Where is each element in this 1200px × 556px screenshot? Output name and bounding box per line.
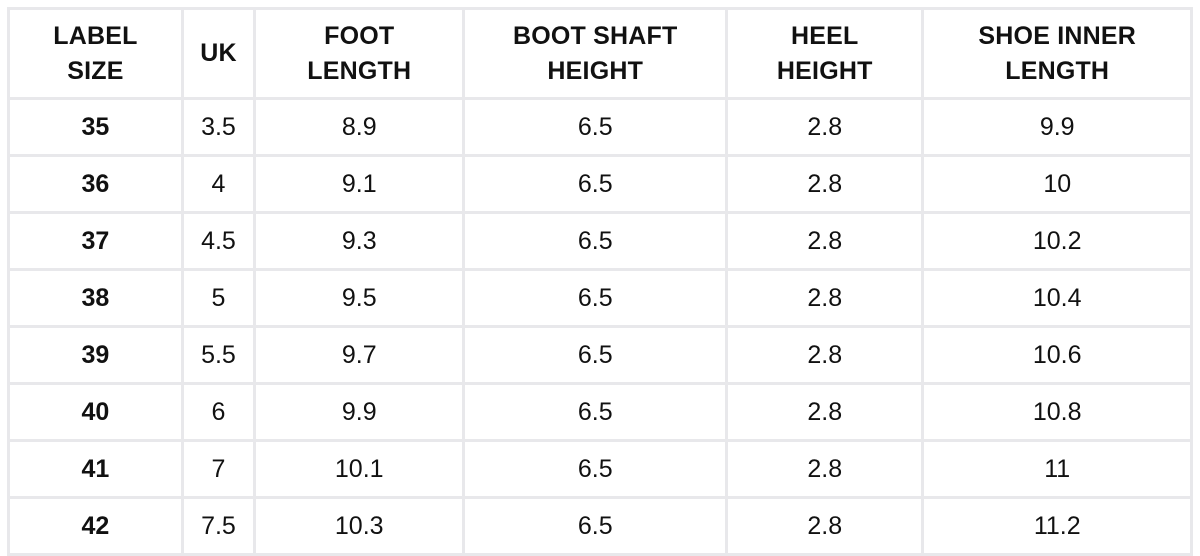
column-header-foot-length: FOOT LENGTH (253, 7, 466, 100)
cell: 38 (7, 268, 184, 328)
cell: 10.3 (253, 496, 466, 556)
table-row: 36 4 9.1 6.5 2.8 10 (7, 154, 1193, 214)
cell: 10 (921, 154, 1193, 214)
cell: 37 (7, 211, 184, 271)
cell: 41 (7, 439, 184, 499)
cell: 10.4 (921, 268, 1193, 328)
cell: 2.8 (725, 325, 925, 385)
column-header-heel-height: HEEL HEIGHT (725, 7, 925, 100)
table-row: 40 6 9.9 6.5 2.8 10.8 (7, 382, 1193, 442)
column-header-boot-shaft-height: BOOT SHAFT HEIGHT (462, 7, 729, 100)
cell: 4 (180, 154, 257, 214)
column-header-shoe-inner-length: SHOE INNER LENGTH (921, 7, 1193, 100)
cell: 9.7 (253, 325, 466, 385)
cell: 6.5 (462, 439, 729, 499)
cell: 39 (7, 325, 184, 385)
cell: 10.6 (921, 325, 1193, 385)
cell: 5 (180, 268, 257, 328)
cell: 6.5 (462, 154, 729, 214)
table-row: 37 4.5 9.3 6.5 2.8 10.2 (7, 211, 1193, 271)
cell: 6.5 (462, 97, 729, 157)
cell: 6.5 (462, 211, 729, 271)
cell: 6 (180, 382, 257, 442)
cell: 7 (180, 439, 257, 499)
cell: 35 (7, 97, 184, 157)
cell: 9.3 (253, 211, 466, 271)
cell: 4.5 (180, 211, 257, 271)
cell: 8.9 (253, 97, 466, 157)
cell: 2.8 (725, 97, 925, 157)
table-row: 42 7.5 10.3 6.5 2.8 11.2 (7, 496, 1193, 556)
cell: 36 (7, 154, 184, 214)
cell: 6.5 (462, 382, 729, 442)
cell: 2.8 (725, 211, 925, 271)
table-header-row: LABEL SIZE UK FOOT LENGTH BOOT SHAFT HEI… (7, 7, 1193, 100)
cell: 42 (7, 496, 184, 556)
cell: 9.5 (253, 268, 466, 328)
size-chart-table: LABEL SIZE UK FOOT LENGTH BOOT SHAFT HEI… (7, 7, 1193, 556)
cell: 6.5 (462, 268, 729, 328)
cell: 3.5 (180, 97, 257, 157)
table-row: 38 5 9.5 6.5 2.8 10.4 (7, 268, 1193, 328)
table-row: 41 7 10.1 6.5 2.8 11 (7, 439, 1193, 499)
column-header-label-size: LABEL SIZE (7, 7, 184, 100)
column-header-uk: UK (180, 7, 257, 100)
cell: 9.9 (253, 382, 466, 442)
table-row: 39 5.5 9.7 6.5 2.8 10.6 (7, 325, 1193, 385)
cell: 10.1 (253, 439, 466, 499)
table-body: 35 3.5 8.9 6.5 2.8 9.9 36 4 9.1 6.5 2.8 10 37 4.5 9.3 6… (7, 97, 1193, 556)
cell: 10.8 (921, 382, 1193, 442)
cell: 2.8 (725, 268, 925, 328)
cell: 11.2 (921, 496, 1193, 556)
cell: 2.8 (725, 439, 925, 499)
cell: 9.9 (921, 97, 1193, 157)
cell: 2.8 (725, 496, 925, 556)
cell: 7.5 (180, 496, 257, 556)
cell: 6.5 (462, 325, 729, 385)
cell: 2.8 (725, 154, 925, 214)
cell: 9.1 (253, 154, 466, 214)
cell: 11 (921, 439, 1193, 499)
cell: 10.2 (921, 211, 1193, 271)
cell: 6.5 (462, 496, 729, 556)
cell: 5.5 (180, 325, 257, 385)
cell: 2.8 (725, 382, 925, 442)
table-row: 35 3.5 8.9 6.5 2.8 9.9 (7, 97, 1193, 157)
cell: 40 (7, 382, 184, 442)
